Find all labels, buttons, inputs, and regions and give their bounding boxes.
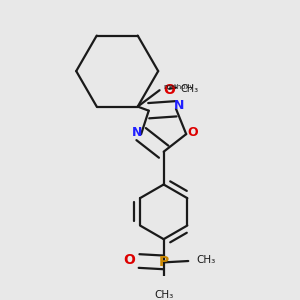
- Text: CH₃: CH₃: [154, 290, 173, 300]
- Text: O: O: [164, 83, 176, 97]
- Text: CH₃: CH₃: [196, 255, 216, 265]
- Text: CH₃: CH₃: [180, 84, 198, 94]
- Text: P: P: [158, 255, 169, 269]
- Text: O: O: [124, 253, 135, 267]
- Text: O: O: [187, 126, 197, 139]
- Text: N: N: [174, 99, 184, 112]
- Text: methoxy: methoxy: [164, 85, 194, 91]
- Text: N: N: [132, 126, 142, 139]
